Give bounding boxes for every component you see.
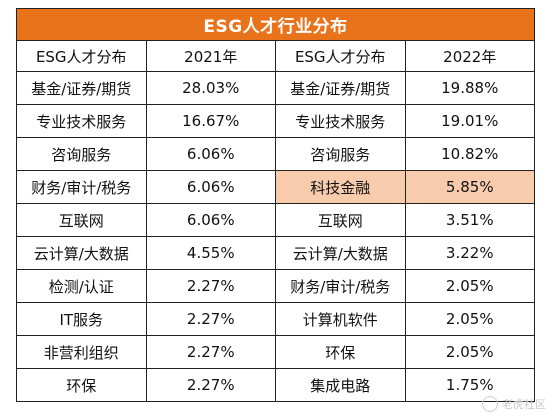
industry-2022-highlighted: 科技金融: [275, 170, 406, 204]
industry-2022: 专业技术服务: [275, 104, 406, 138]
table-row: 咨询服务 6.06% 咨询服务 10.82%: [16, 137, 535, 171]
header-col-1: ESG人才分布: [16, 40, 147, 72]
industry-2021: 互联网: [16, 203, 147, 237]
industry-2022: 集成电路: [275, 368, 406, 402]
esg-talent-table: ESG人才行业分布 ESG人才分布 2021年 ESG人才分布 2022年 基金…: [16, 8, 535, 402]
industry-2022: 互联网: [275, 203, 406, 237]
share-2022-highlighted: 5.85%: [404, 170, 535, 204]
table-row: 环保 2.27% 集成电路 1.75%: [16, 368, 535, 402]
industry-2022: 基金/证券/期货: [275, 71, 406, 105]
header-col-2: 2021年: [145, 40, 276, 72]
share-2021: 6.06%: [145, 137, 276, 171]
share-2021: 6.06%: [145, 203, 276, 237]
share-2021: 6.06%: [145, 170, 276, 204]
table-container: ESG人才行业分布 ESG人才分布 2021年 ESG人才分布 2022年 基金…: [16, 8, 535, 402]
industry-2022: 财务/审计/税务: [275, 269, 406, 303]
share-2021: 28.03%: [145, 71, 276, 105]
header-col-3: ESG人才分布: [275, 40, 406, 72]
table-row: IT服务 2.27% 计算机软件 2.05%: [16, 302, 535, 336]
industry-2021: 基金/证券/期货: [16, 71, 147, 105]
table-title: ESG人才行业分布: [16, 8, 535, 41]
header-row: ESG人才分布 2021年 ESG人才分布 2022年: [16, 40, 535, 72]
share-2022: 2.05%: [404, 302, 535, 336]
table-row: 云计算/大数据 4.55% 云计算/大数据 3.22%: [16, 236, 535, 270]
share-2021: 2.27%: [145, 335, 276, 369]
industry-2022: 计算机软件: [275, 302, 406, 336]
share-2022: 10.82%: [404, 137, 535, 171]
table-row: 检测/认证 2.27% 财务/审计/税务 2.05%: [16, 269, 535, 303]
industry-2021: 财务/审计/税务: [16, 170, 147, 204]
table-row: 非营利组织 2.27% 环保 2.05%: [16, 335, 535, 369]
tiger-logo-icon: [482, 396, 498, 412]
watermark: 老虎社区: [482, 396, 546, 412]
table-row: 互联网 6.06% 互联网 3.51%: [16, 203, 535, 237]
share-2021: 2.27%: [145, 269, 276, 303]
share-2022: 3.22%: [404, 236, 535, 270]
industry-2021: 检测/认证: [16, 269, 147, 303]
share-2021: 16.67%: [145, 104, 276, 138]
industry-2021: 云计算/大数据: [16, 236, 147, 270]
share-2022: 2.05%: [404, 335, 535, 369]
industry-2021: 专业技术服务: [16, 104, 147, 138]
industry-2022: 环保: [275, 335, 406, 369]
industry-2022: 咨询服务: [275, 137, 406, 171]
watermark-text: 老虎社区: [502, 398, 546, 411]
table-row: 财务/审计/税务 6.06% 科技金融 5.85%: [16, 170, 535, 204]
industry-2021: 环保: [16, 368, 147, 402]
share-2022: 3.51%: [404, 203, 535, 237]
industry-2022: 云计算/大数据: [275, 236, 406, 270]
table-row: 专业技术服务 16.67% 专业技术服务 19.01%: [16, 104, 535, 138]
share-2021: 4.55%: [145, 236, 276, 270]
industry-2021: 非营利组织: [16, 335, 147, 369]
share-2022: 19.01%: [404, 104, 535, 138]
industry-2021: 咨询服务: [16, 137, 147, 171]
share-2021: 2.27%: [145, 368, 276, 402]
share-2021: 2.27%: [145, 302, 276, 336]
industry-2021: IT服务: [16, 302, 147, 336]
share-2022: 2.05%: [404, 269, 535, 303]
header-col-4: 2022年: [404, 40, 535, 72]
share-2022: 1.75%: [404, 368, 535, 402]
table-row: 基金/证券/期货 28.03% 基金/证券/期货 19.88%: [16, 71, 535, 105]
share-2022: 19.88%: [404, 71, 535, 105]
